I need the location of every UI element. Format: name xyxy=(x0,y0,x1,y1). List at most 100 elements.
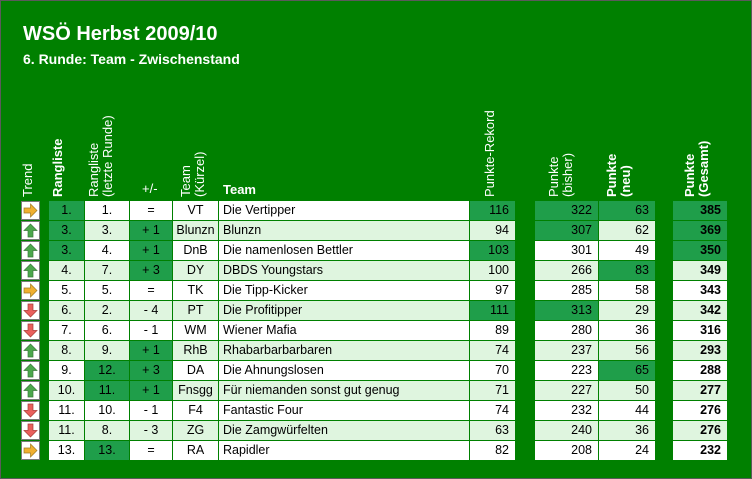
cell-rang: 8. xyxy=(49,341,84,360)
cell-rekord: 71 xyxy=(470,381,515,400)
cell-rang: 13. xyxy=(49,441,84,460)
cell-bisher: 208 xyxy=(535,441,598,460)
cell-short: WM xyxy=(173,321,218,340)
cell-rang: 3. xyxy=(49,241,84,260)
cell-rang: 11. xyxy=(49,401,84,420)
cell-short: ZG xyxy=(173,421,218,440)
cell-short: VT xyxy=(173,201,218,220)
trend-right-arrow-icon xyxy=(21,281,40,300)
cell-neu: 56 xyxy=(599,341,655,360)
cell-short: DA xyxy=(173,361,218,380)
cell-rekord: 116 xyxy=(470,201,515,220)
cell-short: Fnsgg xyxy=(173,381,218,400)
trend-down-arrow-icon xyxy=(21,321,40,340)
cell-short: PT xyxy=(173,301,218,320)
cell-gesamt: 343 xyxy=(673,281,727,300)
cell-last: 3. xyxy=(85,221,129,240)
cell-diff: = xyxy=(130,441,172,460)
cell-rekord: 94 xyxy=(470,221,515,240)
cell-neu: 83 xyxy=(599,261,655,280)
trend-down-arrow-icon xyxy=(21,421,40,440)
cell-last: 10. xyxy=(85,401,129,420)
cell-rang: 1. xyxy=(49,201,84,220)
cell-rekord: 63 xyxy=(470,421,515,440)
cell-last: 12. xyxy=(85,361,129,380)
cell-team: Die Profitipper xyxy=(219,301,469,320)
cell-short: DnB xyxy=(173,241,218,260)
trend-up-arrow-icon xyxy=(21,341,40,360)
cell-gesamt: 316 xyxy=(673,321,727,340)
cell-diff: + 3 xyxy=(130,261,172,280)
cell-rang: 10. xyxy=(49,381,84,400)
cell-last: 8. xyxy=(85,421,129,440)
cell-rang: 9. xyxy=(49,361,84,380)
cell-gesamt: 369 xyxy=(673,221,727,240)
cell-last: 11. xyxy=(85,381,129,400)
cell-gesamt: 276 xyxy=(673,401,727,420)
cell-team: Die namenlosen Bettler xyxy=(219,241,469,260)
cell-diff: = xyxy=(130,281,172,300)
cell-rang: 6. xyxy=(49,301,84,320)
cell-diff: = xyxy=(130,201,172,220)
cell-neu: 65 xyxy=(599,361,655,380)
header-rangliste-letzte: Rangliste (letzte Runde) xyxy=(86,115,115,197)
header-punkte-gesamt: Punkte (Gesamt) xyxy=(682,140,711,197)
header-punkte-bisher: Punkte (bisher) xyxy=(546,152,575,197)
cell-rekord: 103 xyxy=(470,241,515,260)
header-team: Team xyxy=(223,182,256,197)
cell-rekord: 74 xyxy=(470,341,515,360)
cell-team: Die Tipp-Kicker xyxy=(219,281,469,300)
cell-neu: 63 xyxy=(599,201,655,220)
cell-team: DBDS Youngstars xyxy=(219,261,469,280)
cell-neu: 50 xyxy=(599,381,655,400)
cell-bisher: 307 xyxy=(535,221,598,240)
trend-up-arrow-icon xyxy=(21,221,40,240)
cell-rang: 5. xyxy=(49,281,84,300)
cell-rekord: 82 xyxy=(470,441,515,460)
cell-neu: 62 xyxy=(599,221,655,240)
cell-bisher: 266 xyxy=(535,261,598,280)
trend-down-arrow-icon xyxy=(21,401,40,420)
header-team-kuerzel: Team (Kürzel) xyxy=(178,151,207,197)
cell-neu: 58 xyxy=(599,281,655,300)
cell-gesamt: 293 xyxy=(673,341,727,360)
cell-neu: 29 xyxy=(599,301,655,320)
cell-bisher: 237 xyxy=(535,341,598,360)
cell-short: RA xyxy=(173,441,218,460)
cell-gesamt: 385 xyxy=(673,201,727,220)
header-trend: Trend xyxy=(20,163,35,197)
cell-last: 9. xyxy=(85,341,129,360)
cell-neu: 24 xyxy=(599,441,655,460)
cell-gesamt: 288 xyxy=(673,361,727,380)
cell-last: 4. xyxy=(85,241,129,260)
cell-diff: + 1 xyxy=(130,221,172,240)
cell-diff: - 1 xyxy=(130,401,172,420)
cell-gesamt: 276 xyxy=(673,421,727,440)
cell-last: 5. xyxy=(85,281,129,300)
cell-neu: 49 xyxy=(599,241,655,260)
header-punkte-neu: Punkte (neu) xyxy=(604,153,633,197)
cell-gesamt: 342 xyxy=(673,301,727,320)
cell-last: 1. xyxy=(85,201,129,220)
cell-short: TK xyxy=(173,281,218,300)
cell-short: DY xyxy=(173,261,218,280)
cell-team: Die Zamgwürfelten xyxy=(219,421,469,440)
cell-team: Fantastic Four xyxy=(219,401,469,420)
cell-short: RhB xyxy=(173,341,218,360)
header-punkte-rekord: Punkte-Rekord xyxy=(482,110,497,197)
cell-rekord: 70 xyxy=(470,361,515,380)
cell-last: 2. xyxy=(85,301,129,320)
cell-diff: + 1 xyxy=(130,341,172,360)
page-subtitle: 6. Runde: Team - Zwischenstand xyxy=(23,51,240,67)
trend-right-arrow-icon xyxy=(21,441,40,460)
cell-bisher: 285 xyxy=(535,281,598,300)
trend-right-arrow-icon xyxy=(21,201,40,220)
cell-gesamt: 350 xyxy=(673,241,727,260)
cell-neu: 36 xyxy=(599,421,655,440)
cell-bisher: 240 xyxy=(535,421,598,440)
cell-gesamt: 277 xyxy=(673,381,727,400)
cell-rekord: 111 xyxy=(470,301,515,320)
cell-rang: 3. xyxy=(49,221,84,240)
cell-diff: - 3 xyxy=(130,421,172,440)
